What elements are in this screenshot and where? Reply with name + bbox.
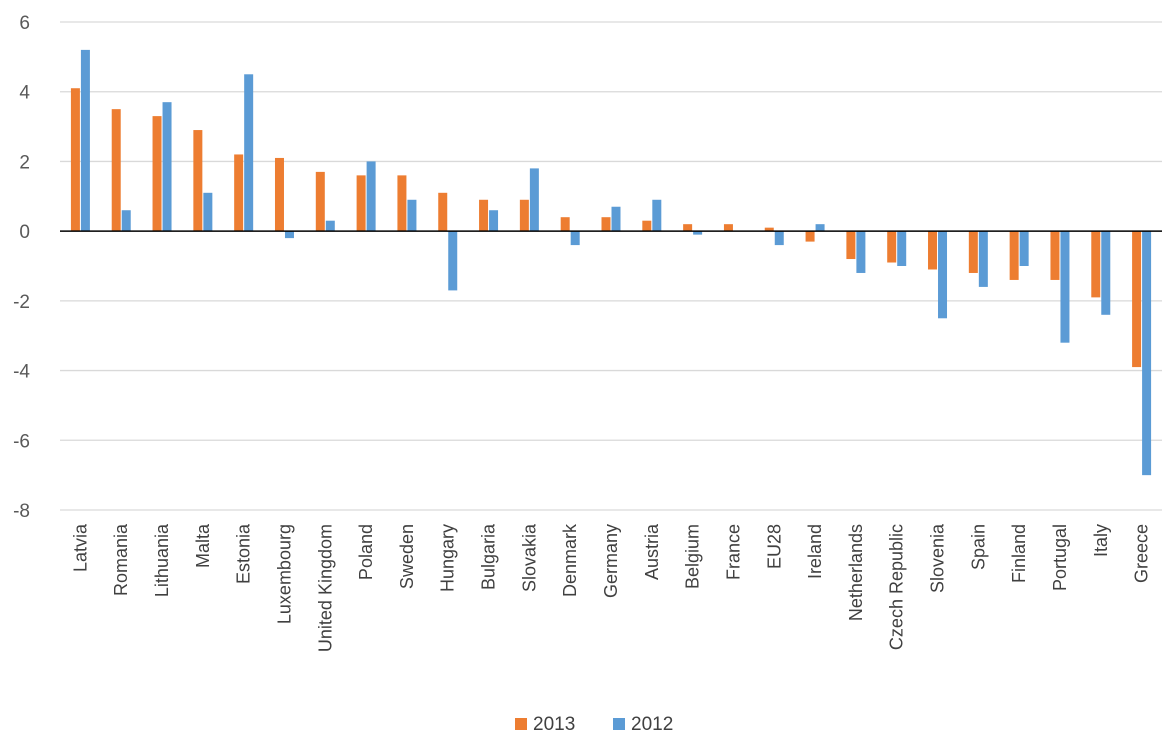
x-category-label: United Kingdom: [315, 524, 335, 652]
bar-2013-slovakia: [519, 199, 529, 232]
bar-2012-malta: [203, 192, 213, 232]
bar-2012-denmark: [570, 231, 580, 246]
x-category-label: Netherlands: [846, 524, 866, 621]
y-tick-label: 4: [19, 83, 30, 104]
bar-2013-hungary: [438, 192, 448, 232]
bar-2012-germany: [611, 206, 621, 232]
bar-2012-finland: [1019, 231, 1029, 266]
x-category-label: Denmark: [560, 523, 580, 597]
x-category-label: Luxembourg: [274, 524, 294, 624]
bar-2012-greece: [1142, 231, 1152, 476]
bar-2013-netherlands: [846, 231, 856, 260]
x-category-label: Romania: [111, 523, 131, 596]
bar-2012-estonia: [244, 74, 254, 232]
bar-2012-bulgaria: [489, 210, 499, 232]
gridlines: [60, 21, 1162, 511]
bars: [70, 49, 1152, 476]
x-category-label: Bulgaria: [479, 523, 499, 590]
bar-2013-belgium: [683, 224, 693, 232]
bar-2012-united-kingdom: [325, 220, 335, 232]
bar-2012-belgium: [693, 231, 703, 235]
x-category-label: Portugal: [1050, 524, 1070, 591]
bar-2012-spain: [978, 231, 988, 287]
bar-2013-germany: [601, 217, 611, 232]
bar-2012-italy: [1101, 231, 1111, 315]
x-category-label: Latvia: [70, 523, 90, 572]
bar-2012-slovakia: [529, 168, 539, 232]
bar-2013-italy: [1091, 231, 1101, 298]
bar-2013-malta: [193, 130, 203, 232]
bar-2013-ireland: [805, 231, 815, 242]
bar-2013-portugal: [1050, 231, 1060, 280]
x-category-label: Estonia: [234, 523, 254, 584]
bar-2012-austria: [652, 199, 662, 232]
bar-2012-czech-republic: [897, 231, 907, 266]
x-category-label: Lithuania: [152, 523, 172, 597]
bar-2012-slovenia: [938, 231, 948, 319]
y-tick-label: -2: [13, 292, 30, 313]
y-tick-label: -4: [13, 362, 30, 383]
x-category-label: Slovakia: [519, 523, 539, 592]
y-tick-label: -8: [13, 501, 30, 522]
x-axis-category-labels: Latvia Romania Lithuania Malta Estonia Luxemb…: [70, 523, 1151, 652]
y-tick-label: -6: [13, 431, 30, 452]
bar-2013-estonia: [234, 154, 244, 232]
x-category-label: Finland: [1009, 524, 1029, 583]
legend-label-2013: 2013: [533, 714, 575, 735]
bar-2012-sweden: [407, 199, 417, 232]
y-tick-label: 0: [19, 222, 30, 243]
x-category-label: Belgium: [683, 524, 703, 589]
bar-2013-romania: [111, 109, 121, 232]
x-category-label: Czech Republic: [887, 524, 907, 650]
legend: 2013 2012: [515, 714, 673, 735]
bar-2013-bulgaria: [479, 199, 489, 232]
bar-2012-netherlands: [856, 231, 866, 273]
legend-swatch-2013: [515, 718, 527, 730]
bar-2013-united-kingdom: [315, 171, 325, 232]
bar-2012-portugal: [1060, 231, 1070, 343]
bar-2013-lithuania: [152, 116, 162, 232]
x-category-label: Slovenia: [928, 523, 948, 593]
bar-2012-poland: [366, 161, 376, 232]
x-category-label: Malta: [193, 523, 213, 568]
bar-2013-luxembourg: [274, 157, 284, 232]
x-category-label: Austria: [642, 523, 662, 580]
bar-2012-lithuania: [162, 102, 172, 232]
bar-2012-luxembourg: [284, 231, 294, 239]
bar-2013-eu28: [764, 227, 774, 232]
bar-2013-latvia: [70, 88, 80, 232]
bar-2013-sweden: [397, 175, 407, 232]
bar-2013-finland: [1009, 231, 1019, 280]
bar-2012-hungary: [448, 231, 458, 291]
x-category-label: Sweden: [397, 524, 417, 589]
bar-2012-latvia: [80, 49, 90, 232]
bar-2013-czech-republic: [887, 231, 897, 263]
x-category-label: EU28: [764, 524, 784, 569]
bar-2013-spain: [968, 231, 978, 273]
x-category-label: Hungary: [438, 524, 458, 592]
bar-2013-france: [723, 224, 733, 232]
x-category-label: Italy: [1091, 524, 1111, 557]
x-category-label: Spain: [968, 524, 988, 570]
bar-2012-ireland: [815, 224, 825, 232]
x-category-label: Ireland: [805, 524, 825, 579]
x-category-label: France: [723, 524, 743, 580]
x-category-label: Poland: [356, 524, 376, 580]
legend-label-2012: 2012: [631, 714, 673, 735]
y-axis-tick-labels: -8 -6 -4 -2 0 2 4 6: [13, 13, 30, 522]
y-tick-label: 6: [19, 13, 30, 34]
bar-2012-eu28: [774, 231, 784, 246]
x-category-label: Greece: [1132, 524, 1152, 583]
x-category-label: Germany: [601, 524, 621, 598]
y-tick-label: 2: [19, 152, 30, 173]
bar-2013-slovenia: [928, 231, 938, 270]
legend-swatch-2012: [613, 718, 625, 730]
bar-2013-poland: [356, 175, 366, 232]
bar-2013-austria: [642, 220, 652, 232]
bar-2012-romania: [121, 210, 131, 232]
bar-2013-denmark: [560, 217, 570, 232]
bar-2013-greece: [1132, 231, 1142, 368]
